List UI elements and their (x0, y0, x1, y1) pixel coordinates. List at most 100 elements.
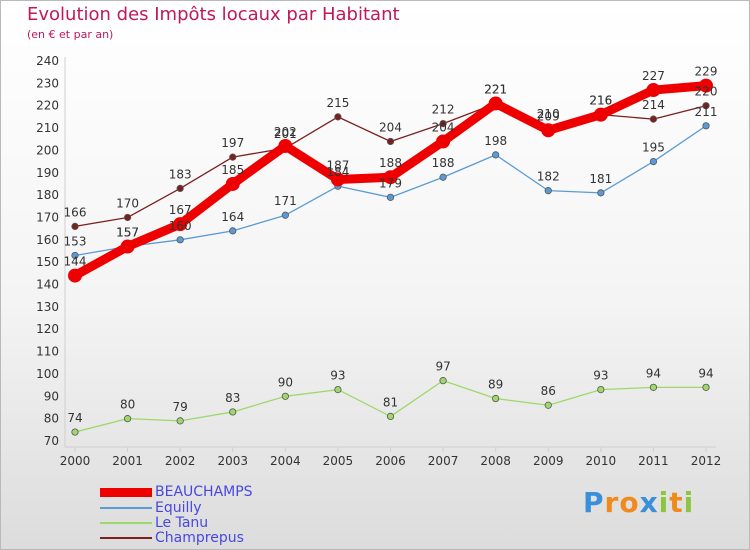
x-tick-label: 2007 (428, 454, 459, 468)
data-label-beauchamps: 157 (116, 226, 139, 240)
data-label-beauchamps: 221 (484, 82, 507, 96)
data-point-beauchamps (120, 239, 135, 254)
data-point-beauchamps (330, 172, 345, 187)
y-tick-label: 210 (36, 121, 59, 135)
legend-label: Champrepus (155, 530, 244, 546)
data-point-beauchamps (699, 78, 713, 93)
logo-letter: x (639, 486, 659, 519)
y-tick-label: 240 (36, 54, 59, 68)
data-label-champrepus: 183 (169, 167, 192, 181)
y-tick-label: 220 (36, 99, 59, 113)
data-label-le-tanu: 86 (541, 384, 556, 398)
data-point-le-tanu (544, 401, 552, 409)
data-label-le-tanu: 93 (593, 369, 608, 383)
data-label-le-tanu: 93 (330, 369, 345, 383)
y-tick-label: 180 (36, 188, 59, 202)
data-label-equilly: 179 (379, 176, 402, 190)
y-tick-label: 110 (36, 345, 59, 359)
chart-subtitle: (en € et par an) (27, 28, 114, 41)
data-label-le-tanu: 97 (435, 360, 450, 374)
data-label-champrepus: 216 (589, 94, 612, 108)
data-point-equilly (176, 236, 184, 244)
y-tick-label: 90 (44, 389, 59, 403)
data-label-equilly: 171 (274, 194, 297, 208)
data-point-equilly (71, 251, 79, 260)
data-label-champrepus: 215 (326, 96, 349, 110)
legend-swatch (100, 522, 152, 524)
legend-label: BEAUCHAMPS (155, 484, 253, 500)
y-tick-label: 190 (36, 166, 59, 180)
data-label-champrepus: 214 (642, 98, 665, 112)
y-tick-label: 170 (36, 210, 59, 224)
data-point-equilly (229, 227, 237, 235)
data-point-beauchamps (541, 123, 556, 138)
data-point-champrepus (71, 222, 79, 231)
data-point-le-tanu (702, 383, 710, 391)
data-point-le-tanu (492, 394, 500, 403)
data-point-champrepus (649, 115, 658, 123)
x-tick-label: 2006 (375, 454, 406, 468)
data-point-champrepus (123, 213, 132, 222)
x-tick-label: 2012 (691, 454, 722, 468)
data-label-champrepus: 221 (484, 82, 507, 96)
data-label-beauchamps: 188 (379, 156, 402, 170)
x-tick-label: 2004 (270, 454, 301, 468)
legend-label: Le Tanu (155, 515, 209, 531)
data-point-le-tanu (229, 408, 237, 416)
data-label-le-tanu: 83 (225, 391, 240, 405)
y-tick-label: 80 (44, 412, 59, 426)
data-point-equilly (281, 211, 289, 219)
y-tick-label: 130 (36, 300, 59, 314)
data-label-equilly: 211 (695, 105, 718, 119)
data-point-beauchamps (278, 138, 293, 153)
data-label-beauchamps: 185 (221, 163, 244, 177)
data-point-le-tanu (439, 377, 447, 385)
y-tick-label: 120 (36, 322, 59, 336)
logo-letter: i (683, 486, 695, 519)
legend-swatch (100, 507, 152, 509)
legend-item-equilly: Equilly (100, 500, 202, 516)
data-label-champrepus: 201 (274, 127, 297, 141)
y-tick-label: 160 (36, 233, 59, 247)
data-label-champrepus: 170 (116, 196, 139, 210)
data-label-beauchamps: 229 (695, 65, 718, 79)
data-point-champrepus (176, 184, 184, 193)
data-label-champrepus: 197 (221, 136, 244, 150)
data-point-beauchamps (593, 107, 608, 122)
y-tick-label: 230 (36, 76, 59, 90)
data-label-beauchamps: 167 (169, 203, 192, 217)
data-point-beauchamps (383, 170, 398, 185)
y-tick-label: 140 (36, 278, 59, 292)
data-label-le-tanu: 90 (278, 375, 293, 389)
data-point-le-tanu (649, 383, 658, 391)
data-point-le-tanu (597, 385, 605, 394)
data-point-le-tanu (71, 428, 79, 436)
data-point-le-tanu (123, 415, 132, 423)
x-tick-label: 2000 (60, 454, 91, 468)
y-tick-label: 100 (36, 367, 59, 381)
data-label-equilly: 160 (169, 219, 192, 233)
data-point-beauchamps (646, 83, 661, 98)
data-label-beauchamps: 209 (537, 109, 560, 123)
data-label-beauchamps: 227 (642, 69, 665, 83)
chart-title: Evolution des Impôts locaux par Habitant (27, 4, 400, 25)
data-label-beauchamps: 204 (432, 120, 455, 134)
data-point-champrepus (386, 137, 395, 146)
logo-letter: P (583, 486, 605, 519)
data-point-equilly (597, 189, 605, 197)
data-label-champrepus: 166 (64, 205, 87, 219)
x-tick-label: 2010 (586, 454, 617, 468)
data-label-le-tanu: 89 (488, 378, 503, 392)
data-label-equilly: 182 (537, 170, 560, 184)
logo-letter: i (658, 486, 670, 519)
legend-item-beauchamps: BEAUCHAMPS (100, 484, 253, 500)
data-label-equilly: 195 (642, 141, 665, 155)
x-tick-label: 2011 (638, 454, 669, 468)
data-label-champrepus: 220 (695, 85, 718, 99)
data-label-le-tanu: 81 (383, 395, 398, 409)
legend-swatch (100, 487, 152, 497)
data-point-equilly (492, 151, 500, 159)
data-point-beauchamps (68, 268, 82, 283)
logo-letter: r (604, 486, 620, 519)
